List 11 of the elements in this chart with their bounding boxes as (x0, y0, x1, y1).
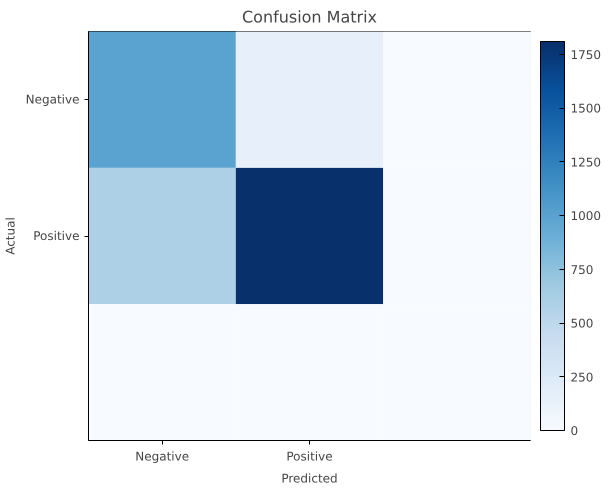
color-bar-label: 500 (570, 316, 594, 331)
color-bar-label: 1000 (570, 209, 602, 224)
color-bar-label: 750 (570, 262, 594, 277)
color-bar-label: 1250 (570, 155, 602, 170)
x-axis-title: Predicted (281, 472, 338, 486)
chart-title: Confusion Matrix (242, 8, 378, 26)
color-bar-label: 0 (570, 424, 578, 438)
color-bar-label: 250 (570, 370, 594, 384)
color-bar-label: 1500 (570, 102, 602, 116)
y-axis-title: Actual (4, 217, 18, 255)
color-bar-label: 1750 (570, 48, 602, 62)
